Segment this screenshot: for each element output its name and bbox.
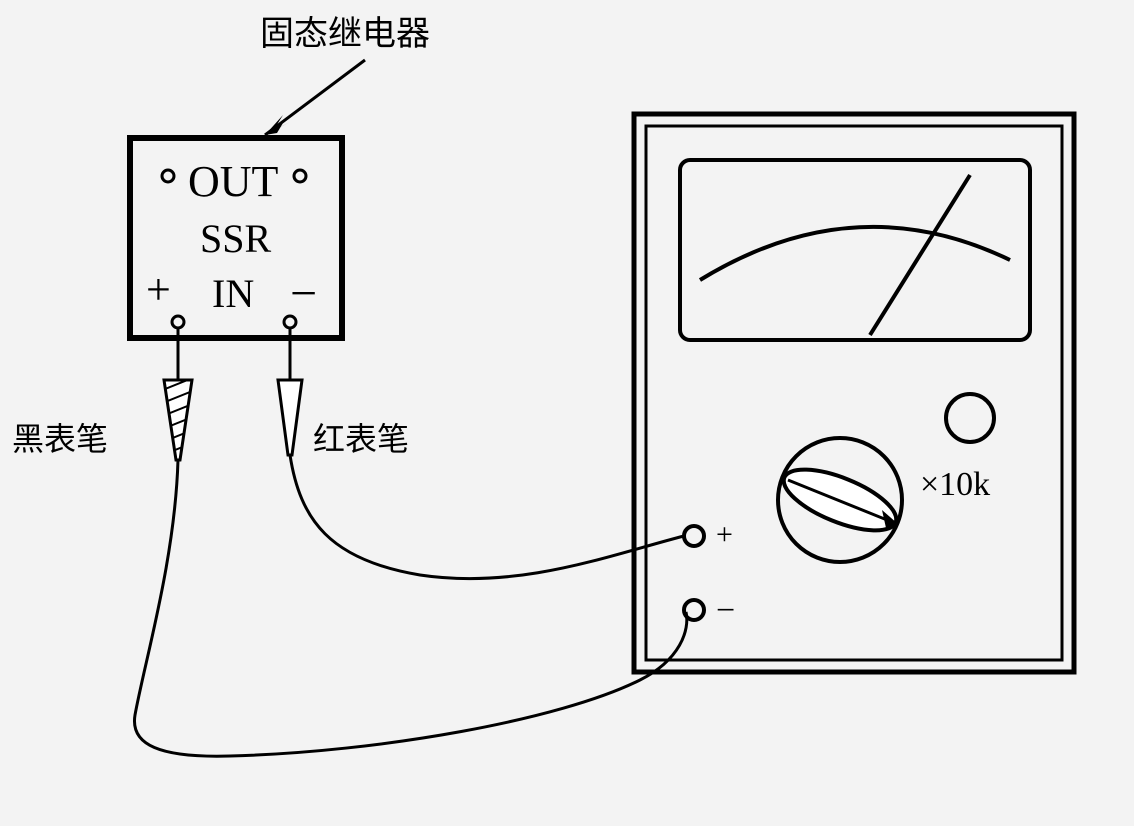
multimeter [634, 114, 1074, 672]
wire-red-to-plus [290, 455, 684, 579]
ssr-box [130, 138, 342, 338]
diagram-canvas: 固态继电器 OUT SSR + IN − 黑表笔 红表笔 ×10k + − [0, 0, 1134, 826]
diagram-svg [0, 0, 1134, 826]
red-probe-icon [278, 338, 302, 455]
rotary-dial [776, 438, 904, 562]
black-probe-icon [150, 338, 200, 460]
title-arrow [265, 60, 365, 135]
wire-black-to-minus [134, 460, 686, 756]
